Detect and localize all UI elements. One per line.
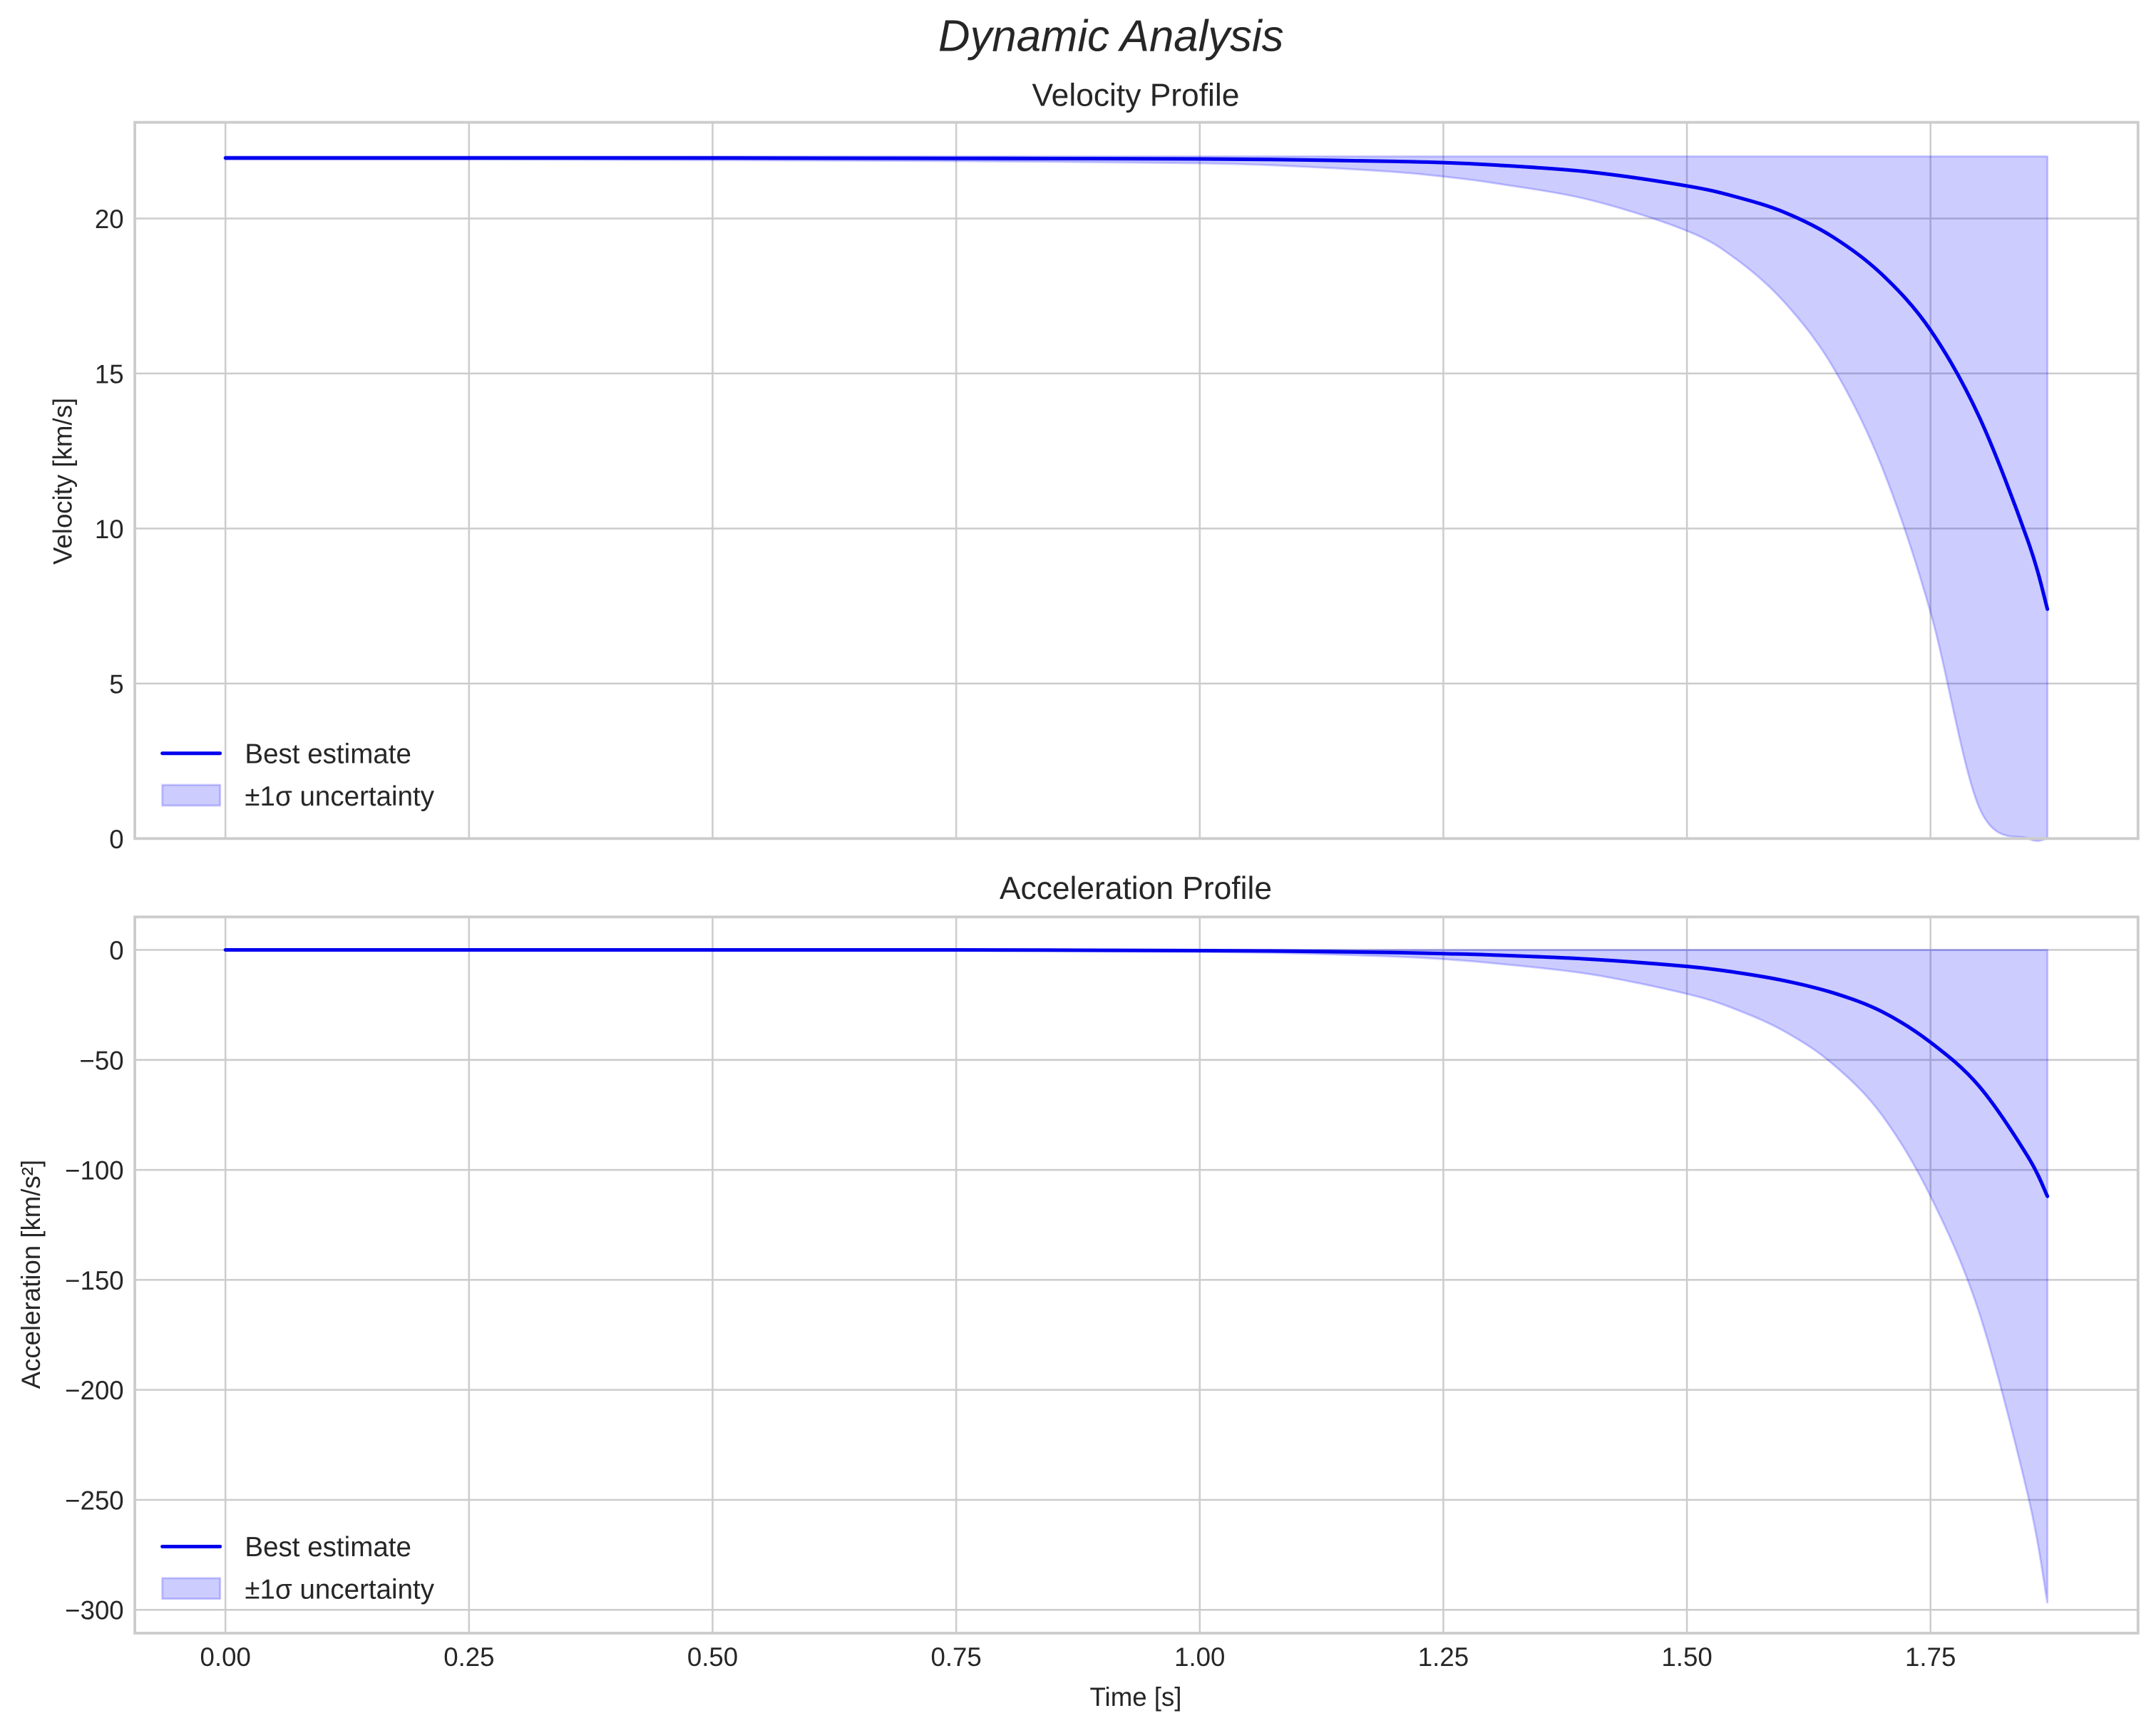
y-tick-label: 0	[109, 825, 123, 854]
x-tick-label: 1.50	[1661, 1642, 1712, 1672]
acceleration-panel: Acceleration Profile −300 −250 −200 −150 −10…	[16, 871, 2140, 1712]
x-ticks: 0.00 0.25 0.50 0.75 1.00 1.25 1.50 1.75	[200, 1642, 1956, 1672]
velocity-grid	[135, 122, 2138, 840]
acceleration-panel-title: Acceleration Profile	[1000, 871, 1272, 906]
y-tick-label: 20	[95, 205, 124, 234]
y-tick-label: −250	[65, 1486, 124, 1515]
acceleration-axes-frame	[133, 915, 2140, 1635]
velocity-y-axis-label: Velocity [km/s]	[48, 398, 77, 565]
velocity-legend: Best estimate ±1σ uncertainty	[160, 739, 435, 812]
velocity-best-estimate-line	[223, 156, 2050, 611]
acceleration-legend: Best estimate ±1σ uncertainty	[160, 1532, 435, 1605]
legend-band-label: ±1σ uncertainty	[245, 1575, 434, 1605]
y-tick-label: −200	[65, 1376, 124, 1405]
y-tick-label: 0	[109, 936, 123, 965]
legend-line-label: Best estimate	[245, 739, 411, 769]
x-tick-label: 1.75	[1905, 1642, 1956, 1672]
legend-band-label: ±1σ uncertainty	[245, 781, 434, 812]
y-tick-label: −100	[65, 1156, 124, 1186]
x-tick-label: 1.25	[1418, 1642, 1469, 1672]
acceleration-y-ticks: −300 −250 −200 −150 −100 −50 0	[65, 936, 124, 1625]
x-tick-label: 0.50	[687, 1642, 738, 1672]
velocity-y-ticks: 0 5 10 15 20	[95, 205, 124, 854]
y-tick-label: −50	[80, 1046, 124, 1075]
y-tick-label: 10	[95, 515, 124, 544]
velocity-panel: Velocity Profile 0 5 10 15 20 Velocity [km/s…	[48, 78, 2140, 854]
y-tick-label: 5	[109, 669, 123, 699]
x-tick-label: 1.00	[1174, 1642, 1225, 1672]
x-tick-label: 0.00	[200, 1642, 251, 1672]
x-axis-label: Time [s]	[1090, 1682, 1182, 1712]
x-tick-label: 0.75	[930, 1642, 981, 1672]
legend-line-label: Best estimate	[245, 1532, 411, 1563]
acceleration-y-axis-label: Acceleration [km/s²]	[16, 1160, 46, 1389]
y-tick-label: −150	[65, 1266, 124, 1295]
velocity-panel-title: Velocity Profile	[1032, 78, 1240, 113]
figure-title: Dynamic Analysis	[938, 11, 1284, 61]
y-tick-label: 15	[95, 359, 124, 389]
acceleration-grid	[135, 917, 2138, 1633]
legend-band-swatch	[161, 783, 222, 807]
velocity-axes-frame	[133, 120, 2140, 840]
legend-band-swatch	[161, 1577, 222, 1600]
y-tick-label: −300	[65, 1596, 124, 1625]
x-tick-label: 0.25	[443, 1642, 494, 1672]
acceleration-best-estimate-line	[223, 947, 2050, 1198]
